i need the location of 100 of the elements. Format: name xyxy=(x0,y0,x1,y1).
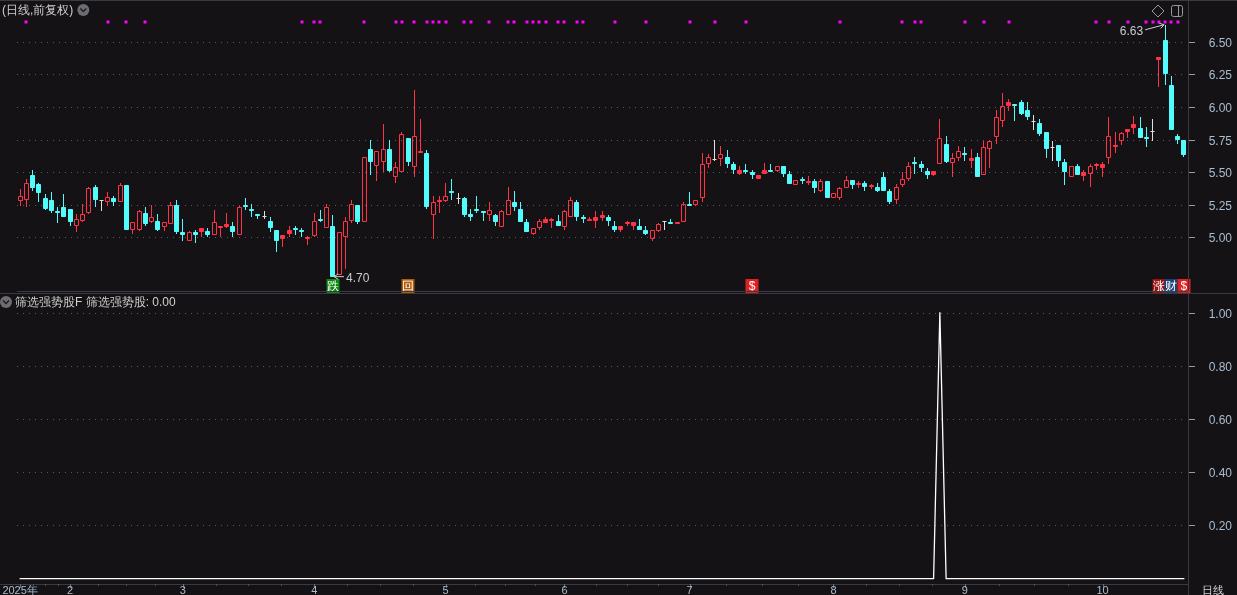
x-tick-label: 4 xyxy=(311,583,318,595)
candlestick xyxy=(606,214,611,227)
candlestick xyxy=(1062,158,1067,186)
candlestick xyxy=(800,176,805,185)
candlestick xyxy=(887,188,892,205)
candlestick xyxy=(199,228,204,238)
candlestick xyxy=(1050,140,1055,162)
candlestick xyxy=(825,181,830,198)
candlestick xyxy=(111,195,116,207)
candlestick xyxy=(124,185,129,230)
y-tick-label: 6.50 xyxy=(1208,35,1233,50)
candlestick xyxy=(706,153,711,169)
candlestick xyxy=(512,190,517,212)
candlestick xyxy=(1075,163,1080,175)
candlestick xyxy=(1175,133,1180,145)
candlestick xyxy=(944,135,949,164)
candlestick xyxy=(280,235,285,248)
candlestick xyxy=(1037,118,1042,137)
candlestick xyxy=(712,139,717,162)
candlestick xyxy=(381,123,386,173)
annotation: 6.63 xyxy=(1119,23,1144,38)
candlestick xyxy=(681,201,686,222)
y-tick-label: 6.00 xyxy=(1208,100,1233,115)
candlestick xyxy=(1088,163,1093,188)
candlestick xyxy=(931,171,936,177)
candlestick xyxy=(406,138,411,167)
candlestick xyxy=(737,165,742,176)
candlestick xyxy=(1081,169,1086,182)
candlestick xyxy=(806,175,811,186)
candlestick xyxy=(243,197,248,211)
candlestick xyxy=(581,214,586,224)
candlestick xyxy=(1106,116,1111,165)
candlestick xyxy=(99,199,104,212)
candlestick xyxy=(906,161,911,182)
data-label: 跌 xyxy=(326,279,339,294)
candlestick xyxy=(693,200,698,207)
candlestick xyxy=(1169,75,1174,130)
candlestick xyxy=(1069,166,1074,177)
candlestick xyxy=(274,230,279,253)
candlestick xyxy=(618,226,623,233)
candlestick xyxy=(249,203,254,218)
candlestick xyxy=(1163,24,1168,86)
candlestick xyxy=(775,166,780,173)
data-label: $ xyxy=(1180,279,1188,294)
candlestick xyxy=(700,152,705,203)
candlestick xyxy=(205,227,210,238)
text: 日线 xyxy=(1201,583,1224,595)
candlestick xyxy=(662,220,667,231)
candlestick xyxy=(456,192,461,205)
candlestick xyxy=(1006,98,1011,112)
x-tick-label: 9 xyxy=(961,583,968,595)
candlestick xyxy=(962,146,967,162)
candlestick xyxy=(305,235,310,246)
candlestick xyxy=(105,191,110,207)
x-tick-label: 5 xyxy=(442,583,449,595)
candlestick xyxy=(487,201,492,222)
candlestick xyxy=(612,220,617,233)
candlestick xyxy=(643,225,648,236)
candlestick xyxy=(506,186,511,215)
candlestick xyxy=(1044,132,1049,159)
candlestick xyxy=(1125,129,1130,139)
candlestick xyxy=(68,209,73,227)
candlestick xyxy=(956,145,961,162)
candlestick xyxy=(481,211,486,222)
candlestick xyxy=(600,210,605,222)
candlestick xyxy=(255,214,260,220)
x-tick-label: 6 xyxy=(561,583,568,595)
y-tick-label: 6.25 xyxy=(1208,67,1233,82)
candlestick xyxy=(299,227,304,238)
candlestick xyxy=(174,199,179,235)
candlestick xyxy=(499,209,504,227)
candlestick xyxy=(762,162,767,174)
candlestick xyxy=(1131,115,1136,135)
candlestick xyxy=(1056,145,1061,168)
candlestick xyxy=(431,195,436,240)
candlestick xyxy=(137,209,142,232)
candlestick xyxy=(93,184,98,208)
candlestick xyxy=(743,163,748,175)
candlestick xyxy=(1012,104,1017,122)
candlestick xyxy=(424,149,429,210)
candlestick xyxy=(1150,118,1155,142)
candlestick xyxy=(324,203,329,228)
candlestick xyxy=(1156,57,1161,88)
candlestick xyxy=(1113,131,1118,154)
data-label: 财 xyxy=(1165,279,1178,294)
candlestick xyxy=(237,205,242,235)
candlestick xyxy=(318,209,323,223)
chart-title: 筛选强势股F 筛选强势股: 0.00 xyxy=(15,295,177,309)
candlestick xyxy=(894,183,899,205)
y-tick-label: 5.00 xyxy=(1208,230,1233,245)
candlestick xyxy=(750,169,755,180)
candlestick xyxy=(187,230,192,241)
candlestick xyxy=(756,175,761,179)
candlestick xyxy=(362,157,367,222)
candlestick xyxy=(718,145,723,167)
candlestick xyxy=(449,178,454,201)
chart-title: (日线,前复权) xyxy=(2,3,74,17)
candlestick xyxy=(262,210,267,220)
candlestick xyxy=(355,205,360,225)
candlestick xyxy=(912,156,917,175)
